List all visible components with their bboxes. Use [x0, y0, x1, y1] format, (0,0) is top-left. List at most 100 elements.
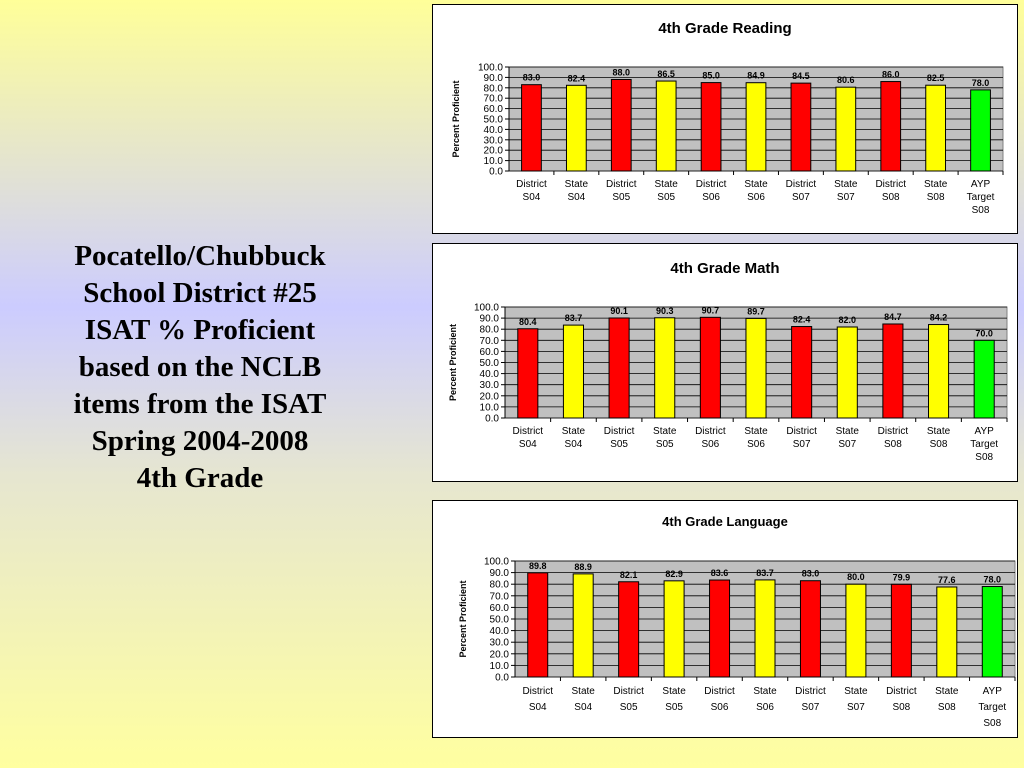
chart-svg: 4th Grade Math 0.010.020.030.040.050.060.…	[448, 260, 1008, 463]
bar-value-label: 84.9	[747, 71, 765, 81]
chart-svg: 4th Grade Reading 0.010.020.030.040.050.0…	[451, 20, 1004, 216]
bar-value-label: 86.0	[882, 70, 900, 80]
bar	[836, 326, 858, 419]
y-tick-label: 30.0	[490, 638, 510, 649]
bar	[970, 89, 991, 172]
title-line-7: 4th Grade	[136, 462, 264, 494]
bar-value-label: 82.1	[620, 570, 638, 580]
bar	[527, 572, 549, 678]
y-tick-label: 80.0	[490, 580, 510, 591]
x-category-label: District S06	[695, 426, 726, 450]
bar	[790, 82, 812, 172]
bar-value-label: 83.7	[565, 313, 583, 323]
bar-value-label: 88.0	[613, 67, 631, 77]
x-category-label: District S05	[613, 686, 644, 713]
math-chart-panel: 4th Grade Math 0.0 10.0 20.0 30.0 40.0 50.0 60.…	[432, 243, 1018, 482]
bar-value-label: 86.5	[657, 69, 675, 79]
bar-value-label: 84.5	[792, 71, 810, 81]
x-category-label: District S04	[513, 426, 544, 450]
bar-value-label: 83.7	[756, 568, 774, 578]
bar	[572, 573, 594, 678]
x-category-label: State S08	[924, 179, 948, 203]
bar-value-label: 84.7	[884, 312, 902, 322]
bar	[700, 82, 722, 172]
bar	[799, 580, 821, 678]
bar-value-label: 85.0	[702, 71, 720, 81]
bar	[521, 84, 542, 172]
bar	[882, 323, 904, 419]
y-tick-label: 60.0	[490, 603, 510, 614]
y-tick-label: 20.0	[484, 146, 504, 157]
title-line-1: Pocatello/Chubbuck	[74, 240, 326, 272]
bar	[618, 581, 640, 678]
y-tick-label: 30.0	[484, 135, 504, 146]
y-tick-label: 70.0	[484, 94, 504, 105]
x-category-label: AYP Target S08	[967, 179, 995, 216]
bar	[655, 80, 677, 172]
chart-title: 4th Grade Math	[670, 260, 779, 277]
x-category-label: State S08	[927, 426, 951, 450]
y-tick-label: 100.0	[478, 63, 503, 74]
slide-title: Pocatello/Chubbuck School District #25 I…	[20, 238, 380, 497]
x-category-label: State S07	[844, 686, 868, 713]
bar-value-label: 83.0	[802, 569, 820, 579]
x-category-label: State S05	[655, 179, 679, 203]
y-tick-label: 40.0	[484, 125, 504, 136]
y-tick-label: 90.0	[480, 314, 500, 325]
bar-value-label: 80.6	[837, 75, 855, 85]
x-category-label: State S04	[565, 179, 589, 203]
bar	[699, 316, 721, 419]
bar-value-label: 80.4	[519, 317, 537, 327]
y-tick-label: 10.0	[480, 402, 500, 413]
x-category-label: District S07	[795, 686, 826, 713]
bar	[973, 339, 995, 419]
x-category-label: AYP Target S08	[970, 426, 998, 463]
bar-value-label: 82.9	[665, 569, 683, 579]
y-tick-label: 80.0	[480, 325, 500, 336]
bar-value-label: 82.4	[793, 315, 811, 325]
x-category-label: District S07	[786, 179, 817, 203]
bar-value-label: 80.0	[847, 572, 865, 582]
title-line-6: Spring 2004-2008	[91, 425, 309, 457]
x-category-label: State S05	[662, 686, 686, 713]
bar	[925, 84, 947, 172]
y-axis-label: Percent Proficient	[451, 80, 461, 157]
bar	[835, 86, 857, 172]
bar	[981, 586, 1003, 678]
y-tick-label: 0.0	[495, 673, 509, 684]
y-tick-label: 30.0	[480, 380, 500, 391]
y-tick-label: 80.0	[484, 83, 504, 94]
x-category-label: District S08	[878, 426, 909, 450]
bar-value-label: 78.0	[984, 575, 1002, 585]
bar-value-label: 82.5	[927, 73, 945, 83]
bar	[565, 84, 587, 172]
y-tick-label: 0.0	[489, 167, 503, 178]
bar	[936, 586, 958, 678]
bar	[754, 579, 776, 678]
y-tick-label: 40.0	[480, 369, 500, 380]
x-category-label: State S06	[753, 686, 777, 713]
y-tick-label: 40.0	[490, 626, 510, 637]
bar-value-label: 83.0	[523, 73, 541, 83]
y-tick-label: 20.0	[480, 391, 500, 402]
bar	[845, 583, 867, 678]
language-chart-panel: 4th Grade Language 0.0 10.0 20.0 30.0 40.0 50.…	[432, 500, 1018, 738]
x-category-label: District S08	[875, 179, 906, 203]
y-tick-label: 100.0	[484, 557, 509, 568]
bar-value-label: 82.4	[568, 73, 586, 83]
bar	[517, 328, 539, 419]
bar	[562, 324, 584, 419]
bar	[880, 81, 902, 172]
bar-value-label: 79.9	[893, 572, 911, 582]
bar	[745, 317, 767, 419]
y-tick-label: 90.0	[490, 568, 510, 579]
y-tick-label: 70.0	[480, 336, 500, 347]
chart-title: 4th Grade Language	[662, 514, 788, 529]
x-category-label: District S04	[522, 686, 553, 713]
bar-value-label: 90.1	[610, 306, 628, 316]
chart-svg: 4th Grade Language 0.010.020.030.040.050.…	[458, 514, 1016, 729]
bar	[928, 324, 950, 419]
bar	[610, 78, 632, 172]
x-category-label: State S08	[935, 686, 959, 713]
y-axis-label: Percent Proficient	[448, 324, 458, 401]
